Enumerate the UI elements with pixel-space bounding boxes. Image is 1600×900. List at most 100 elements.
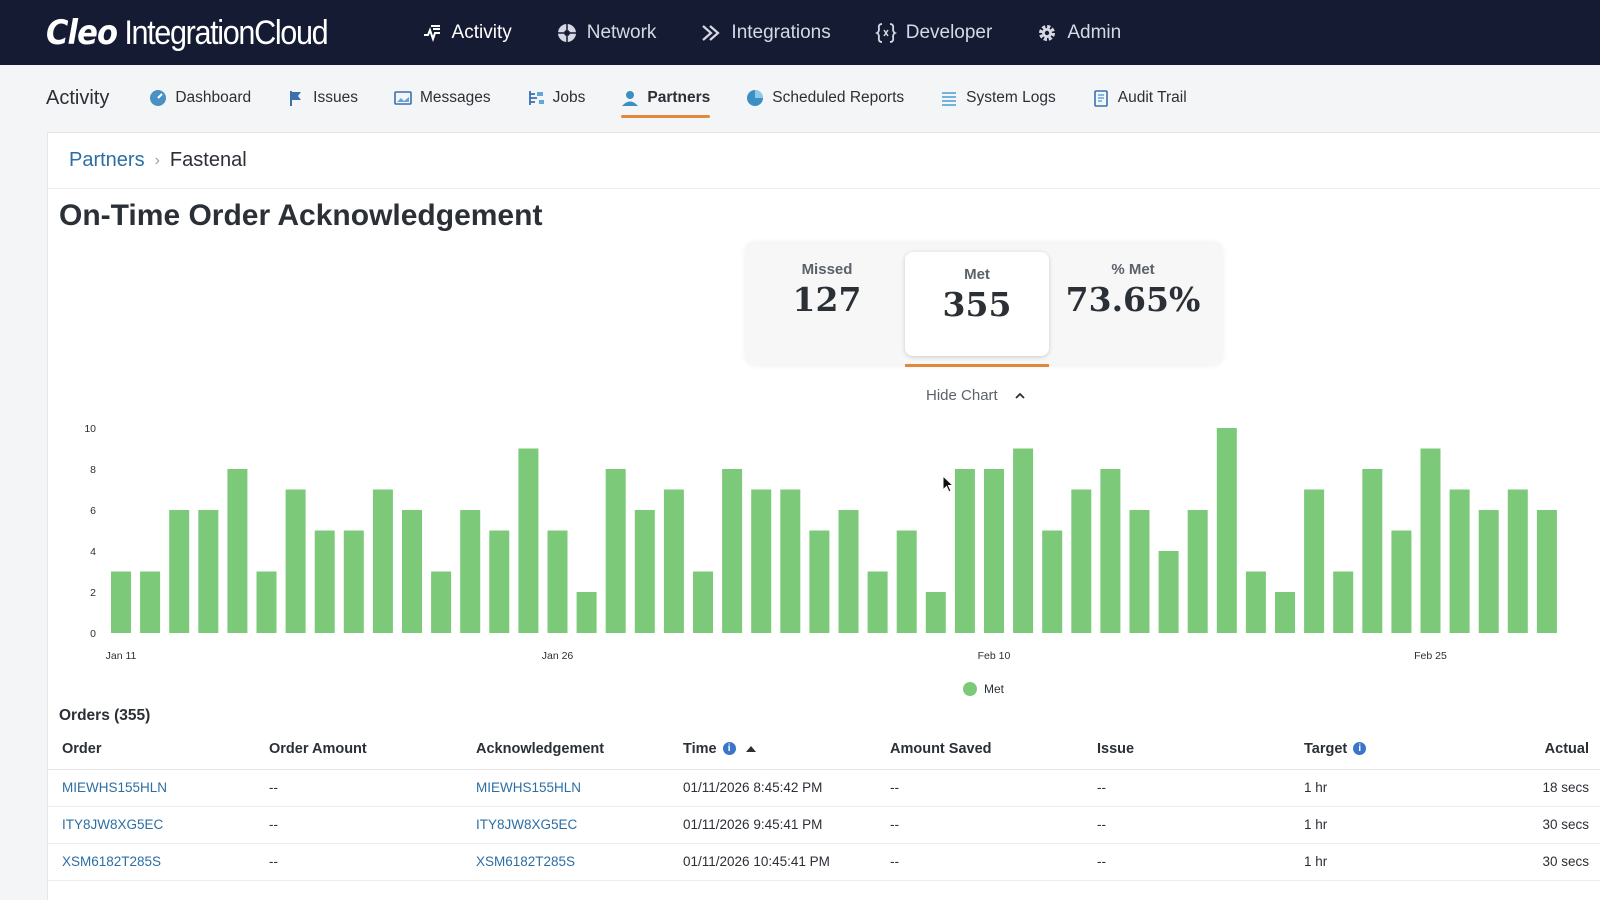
system-logs-icon xyxy=(940,89,958,107)
chart-bar[interactable] xyxy=(140,571,161,634)
chart-bar[interactable] xyxy=(314,530,335,634)
chart-bar[interactable] xyxy=(1013,448,1034,634)
stat-pct-met[interactable]: % Met 73.65% xyxy=(1063,241,1203,319)
top-nav-integrations[interactable]: Integrations xyxy=(700,22,831,44)
table-row[interactable]: XSM6182T285S -- XSM6182T285S 01/11/2026 … xyxy=(48,843,1600,881)
sub-nav-messages[interactable]: Messages xyxy=(394,83,491,113)
page-title: On-Time Order Acknowledgement xyxy=(59,199,543,232)
chart-bar[interactable] xyxy=(1420,448,1441,634)
col-acknowledgement[interactable]: Acknowledgement xyxy=(462,729,669,770)
sub-nav-issues[interactable]: Issues xyxy=(287,83,358,113)
issue: -- xyxy=(1083,843,1290,881)
col-amount-saved[interactable]: Amount Saved xyxy=(876,729,1083,770)
top-nav-admin[interactable]: Admin xyxy=(1036,22,1121,44)
chart-bar[interactable] xyxy=(722,469,743,633)
chart-bar[interactable] xyxy=(227,469,248,633)
chart-bar[interactable] xyxy=(838,510,859,633)
amount-saved: -- xyxy=(876,843,1083,881)
top-nav-developer[interactable]: Developer xyxy=(874,22,992,44)
stat-met-value: 355 xyxy=(942,285,1012,324)
col-target[interactable]: Target i xyxy=(1290,729,1470,770)
col-actual[interactable]: Actual xyxy=(1470,729,1600,770)
chart-bar[interactable] xyxy=(111,571,131,634)
chart-bar[interactable] xyxy=(1216,428,1237,633)
chart-bar[interactable] xyxy=(1158,551,1179,633)
sub-nav-partners[interactable]: Partners xyxy=(621,83,710,118)
chart-bar[interactable] xyxy=(460,510,481,633)
sub-nav-dashboard[interactable]: Dashboard xyxy=(149,83,251,113)
info-icon[interactable]: i xyxy=(722,742,736,756)
chart-bar[interactable] xyxy=(285,489,306,634)
chart-bar[interactable] xyxy=(431,571,452,634)
chart-bar[interactable] xyxy=(1245,571,1266,634)
breadcrumb-partners-link[interactable]: Partners xyxy=(69,149,145,171)
chart-bar[interactable] xyxy=(1129,510,1150,633)
chart-bar[interactable] xyxy=(663,489,684,634)
chart-bar[interactable] xyxy=(1275,592,1295,633)
chart-bar[interactable] xyxy=(169,510,190,633)
flag-icon xyxy=(287,89,305,107)
order-link[interactable]: MIEWHS155HLN xyxy=(48,769,255,807)
chart-bar[interactable] xyxy=(256,571,277,634)
chart-bar[interactable] xyxy=(198,510,219,633)
stat-missed[interactable]: Missed 127 xyxy=(767,241,887,319)
sub-nav-jobs[interactable]: Jobs xyxy=(527,83,585,113)
app-logo[interactable]: Cleo IntegrationCloud xyxy=(46,13,329,53)
col-order-amount[interactable]: Order Amount xyxy=(255,729,462,770)
sub-nav-audit-trail[interactable]: Audit Trail xyxy=(1092,83,1187,113)
col-time[interactable]: Time i xyxy=(669,729,876,770)
top-nav-network[interactable]: Network xyxy=(556,21,657,44)
col-issue[interactable]: Issue xyxy=(1083,729,1290,770)
top-nav-activity[interactable]: Activity xyxy=(421,22,512,44)
sub-nav-system-logs[interactable]: System Logs xyxy=(940,83,1056,113)
chart-bar[interactable] xyxy=(896,530,917,634)
table-row[interactable]: ITY8JW8XG5EC -- ITY8JW8XG5EC 01/11/2026 … xyxy=(48,806,1600,844)
chart-bar[interactable] xyxy=(1449,489,1470,634)
chart-bar[interactable] xyxy=(634,510,655,633)
chart-bar[interactable] xyxy=(1042,530,1063,634)
order-link[interactable]: ITY8JW8XG5EC xyxy=(48,806,255,844)
info-icon[interactable]: i xyxy=(1353,742,1367,756)
chart-bar[interactable] xyxy=(867,571,888,634)
stat-met[interactable]: Met 355 xyxy=(905,252,1049,367)
chart-bar[interactable] xyxy=(780,489,801,634)
chart-bar[interactable] xyxy=(1391,530,1412,634)
chart-bar[interactable] xyxy=(1478,510,1499,633)
top-nav-admin-label: Admin xyxy=(1067,21,1122,43)
chart-bar[interactable] xyxy=(402,510,422,633)
chart-bar[interactable] xyxy=(1187,510,1208,633)
chart-bar[interactable] xyxy=(372,489,393,634)
chart-bar[interactable] xyxy=(693,571,713,634)
chart-bar[interactable] xyxy=(1071,489,1092,634)
sub-nav-scheduled-reports[interactable]: Scheduled Reports xyxy=(746,83,904,113)
chart-bar[interactable] xyxy=(1362,469,1383,633)
chart-bar[interactable] xyxy=(489,530,510,634)
legend-swatch[interactable] xyxy=(963,682,977,696)
chart-bar[interactable] xyxy=(605,469,626,633)
acknowledgement-link[interactable]: XSM6182T285S xyxy=(462,843,669,881)
chart-bar[interactable] xyxy=(1333,571,1354,634)
chart-bar[interactable] xyxy=(1100,469,1121,633)
chart-bar[interactable] xyxy=(751,489,772,634)
chart-bar[interactable] xyxy=(925,592,946,633)
chart-bar[interactable] xyxy=(1507,489,1528,634)
acknowledgement-link[interactable]: ITY8JW8XG5EC xyxy=(462,806,669,844)
chart-bar[interactable] xyxy=(954,469,975,633)
sort-ascending-icon[interactable] xyxy=(745,745,756,752)
hide-chart-toggle[interactable]: Hide Chart xyxy=(926,387,1026,404)
acknowledgement-link[interactable]: MIEWHS155HLN xyxy=(462,769,669,807)
legend-label[interactable]: Met xyxy=(984,682,1005,696)
table-row[interactable]: MIEWHS155HLN -- MIEWHS155HLN 01/11/2026 … xyxy=(48,769,1600,807)
top-nav-network-label: Network xyxy=(586,21,657,43)
col-order[interactable]: Order xyxy=(48,729,255,770)
chart-bar[interactable] xyxy=(1304,489,1325,634)
chart-bar[interactable] xyxy=(576,592,597,633)
sub-nav-audit-trail-label: Audit Trail xyxy=(1117,89,1187,106)
chart-bar[interactable] xyxy=(809,530,830,634)
chart-bar[interactable] xyxy=(343,530,364,634)
order-link[interactable]: XSM6182T285S xyxy=(48,843,255,881)
chart-bar[interactable] xyxy=(984,469,1004,633)
chart-bar[interactable] xyxy=(518,448,539,634)
chart-bar[interactable] xyxy=(547,530,568,634)
chart-bar[interactable] xyxy=(1536,510,1557,633)
